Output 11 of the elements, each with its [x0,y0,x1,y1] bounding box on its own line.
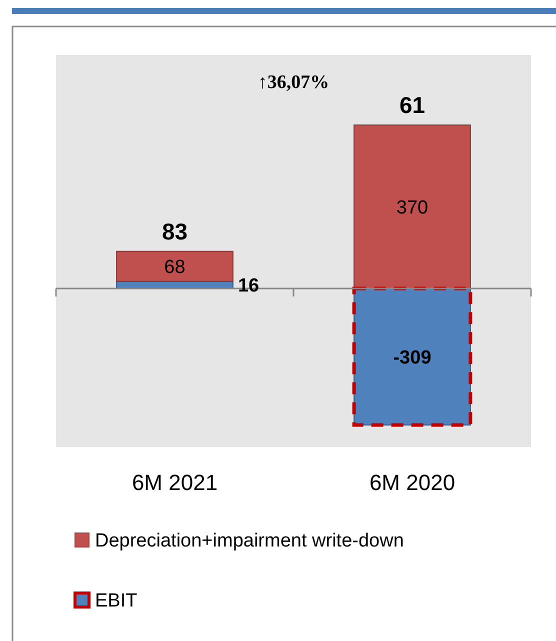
total-label: 83 [162,218,188,244]
legend-label: Depreciation+impairment write-down [95,530,404,552]
x-tick-label: 6M 2021 [132,470,218,495]
data-label: -309 [393,347,432,368]
data-label: 16 [238,276,260,297]
data-label: 68 [164,257,186,278]
total-label: 61 [399,92,426,118]
x-tick-label: 6M 2020 [369,470,456,495]
legend-label: EBIT [95,590,138,612]
data-label: 370 [396,197,428,218]
text: ↑36,07% [258,72,330,93]
